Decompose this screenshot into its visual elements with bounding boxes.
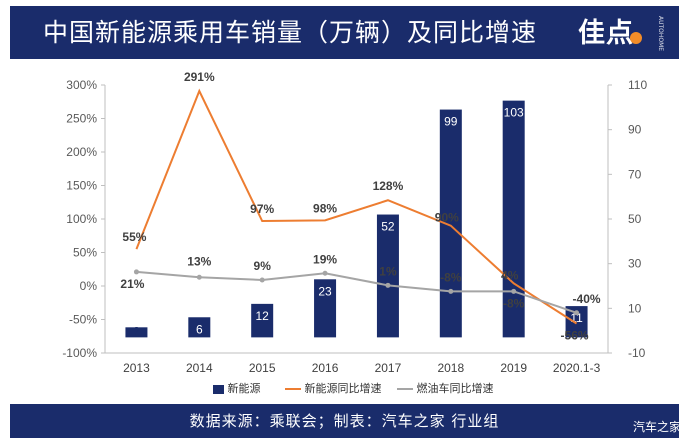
x-axis-tick-label: 2015 (249, 361, 276, 375)
chart-title: 中国新能源乘用车销量（万辆）及同比增速 (42, 18, 537, 47)
line-fuel-growth-point (574, 310, 580, 316)
bar-value-label: 12 (256, 309, 270, 323)
left-axis-tick-label: -50% (69, 313, 97, 327)
bar-value-label: 99 (444, 115, 458, 129)
left-axis-tick-label: 300% (66, 78, 97, 92)
line-fuel-growth-value-label: 1% (379, 264, 397, 278)
right-axis-tick-label: 10 (628, 301, 642, 315)
right-axis-tick-label: 110 (628, 78, 647, 92)
bar-nev-sales (565, 306, 588, 338)
data-source: 数据来源：乘联会；制表：汽车之家 行业组 (189, 412, 500, 430)
legend-swatch-bar (213, 384, 224, 394)
line-fuel-growth-point (196, 274, 202, 280)
legend-item-nev-growth: 新能源同比增速 (285, 382, 382, 396)
x-axis-tick-label: 2014 (186, 361, 213, 375)
left-axis-tick-label: -100% (62, 346, 97, 360)
logo-side-text: AUTOHOME (657, 16, 664, 52)
line-fuel-growth-value-label: 9% (254, 259, 272, 273)
left-axis-tick-label: 200% (66, 145, 97, 159)
bar-value-label: 2 (133, 324, 140, 338)
x-axis-tick-label: 2013 (123, 361, 150, 375)
legend-swatch-line (285, 388, 301, 390)
line-fuel-growth-value-label: 21% (120, 277, 144, 291)
right-axis-tick-label: 90 (628, 123, 642, 137)
line-fuel-growth-point (259, 277, 265, 283)
line-fuel-growth-point (133, 269, 139, 275)
line-nev-growth-value-label: -56% (561, 329, 589, 343)
watermark: 汽车之家 (632, 420, 681, 434)
bar-nev-sales (376, 214, 399, 338)
line-fuel-growth-line (136, 270, 577, 314)
left-axis-tick-label: 250% (66, 112, 97, 126)
legend-label: 燃油车同比增速 (416, 382, 494, 395)
line-fuel-growth-point (448, 288, 454, 294)
line-nev-growth-value-label: 55% (122, 230, 146, 244)
x-axis-tick-label: 2017 (375, 361, 402, 375)
line-nev-growth-value-label: 90% (435, 211, 459, 225)
left-axis-tick-label: 50% (73, 246, 97, 260)
legend-item-nev-sales: 新能源 (213, 382, 261, 396)
line-fuel-growth-value-label: 19% (313, 252, 337, 266)
logo-dot-icon (630, 32, 642, 44)
line-fuel-growth-value-label: 13% (187, 254, 211, 268)
bar-value-label: 103 (504, 106, 524, 120)
logo-text: 佳点 (578, 18, 634, 49)
legend-item-fuel-growth: 燃油车同比增速 (397, 382, 494, 396)
brand-logo: 佳点 AUTOHOME (578, 14, 670, 54)
right-axis-tick-label: -10 (628, 346, 646, 360)
left-axis-tick-label: 100% (66, 212, 97, 226)
line-nev-growth-value-label: 4% (501, 268, 519, 282)
line-nev-growth-value-label: 97% (250, 202, 274, 216)
right-axis-tick-label: 30 (628, 257, 642, 271)
bar-value-label: 6 (196, 322, 203, 336)
line-fuel-growth-value-label: -8% (440, 270, 462, 284)
line-nev-growth-value-label: 98% (313, 201, 337, 215)
chart-header: 中国新能源乘用车销量（万辆）及同比增速 佳点 AUTOHOME (10, 6, 679, 59)
x-axis-tick-label: 2016 (312, 361, 339, 375)
line-fuel-growth-point (322, 270, 328, 276)
left-axis-tick-label: 150% (66, 179, 97, 193)
chart-footer: 数据来源：乘联会；制表：汽车之家 行业组 (10, 404, 679, 438)
bar-nev-sales (251, 303, 274, 338)
x-axis-tick-label: 2020.1-3 (553, 361, 601, 375)
line-nev-growth-value-label: 128% (373, 179, 404, 193)
legend-label: 新能源 (227, 382, 261, 395)
bar-nev-sales (125, 327, 148, 338)
line-fuel-growth-point (385, 282, 391, 288)
bar-value-label: 52 (381, 220, 395, 234)
line-fuel-growth-point (511, 288, 517, 294)
bar-nev-sales (439, 109, 462, 338)
chart-plot: -100%-50%0%50%100%150%200%250%300%-10103… (62, 70, 647, 375)
x-axis-tick-label: 2019 (500, 361, 527, 375)
line-nev-growth-value-label: 291% (184, 70, 215, 84)
legend-label: 新能源同比增速 (304, 382, 382, 395)
line-fuel-growth-value-label: -8% (503, 296, 525, 310)
line-nev-growth-line (135, 88, 578, 325)
right-axis-tick-label: 70 (628, 167, 642, 181)
bar-nev-sales (314, 279, 337, 338)
right-axis-tick-label: 50 (628, 212, 642, 226)
legend-swatch-line-marker (397, 388, 413, 390)
left-axis-tick-label: 0% (80, 279, 98, 293)
x-axis-tick-label: 2018 (437, 361, 464, 375)
bar-nev-sales (188, 317, 211, 338)
bar-value-label: 23 (318, 284, 332, 298)
line-fuel-growth-value-label: -40% (573, 292, 601, 306)
